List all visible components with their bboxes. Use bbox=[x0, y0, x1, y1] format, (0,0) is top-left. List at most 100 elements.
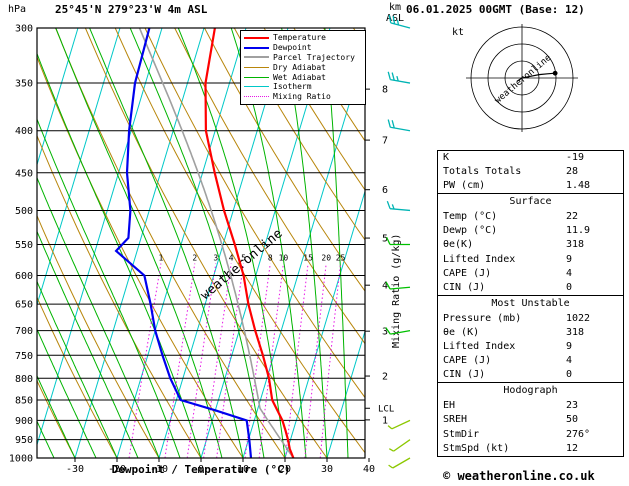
temp-tick-label: 30 bbox=[321, 464, 333, 475]
legend-label: Temperature bbox=[273, 33, 326, 43]
temp-tick-label: -10 bbox=[150, 464, 168, 475]
wind-barb bbox=[388, 457, 411, 469]
wind-barb bbox=[386, 200, 411, 212]
stat-value: 0 bbox=[566, 369, 573, 381]
mixing-ratio-lines bbox=[128, 263, 341, 458]
stat-row-pressure-mb: Pressure (mb) 1022 bbox=[438, 312, 623, 326]
stat-section-header-hodograph: Hodograph bbox=[438, 382, 623, 399]
stat-row-lifted-index: Lifted Index 9 bbox=[438, 253, 623, 267]
stat-value: 11.9 bbox=[566, 225, 591, 237]
storm-motion-dot bbox=[552, 70, 558, 76]
wind-barb bbox=[386, 236, 410, 246]
legend-swatch bbox=[244, 56, 269, 59]
stat-label: Pressure (mb) bbox=[443, 312, 522, 324]
wind-barb bbox=[385, 327, 411, 335]
km-tick-label: 2 bbox=[382, 372, 388, 383]
temp-tick-label: -30 bbox=[66, 464, 84, 475]
stat-label: CAPE (J) bbox=[443, 267, 492, 279]
stat-value: 276° bbox=[566, 428, 591, 440]
temp-tick-label: -20 bbox=[108, 464, 126, 475]
wind-barb bbox=[388, 14, 411, 29]
pressure-tick-label: 750 bbox=[15, 351, 33, 362]
mixing-ratio-value-label: 2 bbox=[192, 253, 197, 262]
stat-label: K bbox=[443, 152, 450, 163]
stat-row-lifted-index: Lifted Index 9 bbox=[438, 340, 623, 354]
km-tick-label: 1 bbox=[382, 415, 388, 426]
wind-barb bbox=[387, 71, 411, 84]
stat-row-cin-j: CIN (J) 0 bbox=[438, 281, 623, 295]
pressure-tick-label: 500 bbox=[15, 206, 33, 217]
mixing-ratio-value-label: 3 bbox=[213, 253, 218, 262]
legend-item-dry-adiabat: Dry Adiabat bbox=[244, 62, 365, 72]
pressure-tick-label: 350 bbox=[15, 79, 33, 90]
lcl-label: LCL bbox=[378, 404, 394, 414]
hodograph-unit-label: kt bbox=[452, 27, 465, 38]
wind-barb bbox=[385, 281, 411, 290]
stat-value: 4 bbox=[566, 355, 573, 367]
stat-label: EH bbox=[443, 400, 456, 412]
stat-value: 12 bbox=[566, 442, 579, 454]
km-tick-label: 4 bbox=[382, 281, 388, 292]
wind-barb bbox=[387, 419, 411, 430]
stat-label: Lifted Index bbox=[443, 341, 516, 353]
stat-label: CAPE (J) bbox=[443, 355, 492, 367]
stat-label: Lifted Index bbox=[443, 253, 516, 265]
stat-section-header-surface: Surface bbox=[438, 193, 623, 210]
run-datetime: 06.01.2025 00GMT (Base: 12) bbox=[406, 3, 585, 16]
stat-value: 28 bbox=[566, 166, 579, 178]
legend-swatch bbox=[244, 36, 269, 39]
parcel-trajectory-line bbox=[138, 28, 295, 458]
legend-item-dewpoint: Dewpoint bbox=[244, 43, 365, 53]
stat-label: PW (cm) bbox=[443, 180, 486, 192]
km-tick-label: 3 bbox=[382, 327, 388, 338]
pressure-tick-label: 700 bbox=[15, 326, 33, 337]
axis-labels: 3003504004505005506006507007508008509009… bbox=[9, 24, 394, 476]
km-tick-label: 8 bbox=[382, 85, 388, 96]
legend-label: Wet Adiabat bbox=[273, 72, 326, 82]
hodograph-plot: weatheronline bbox=[466, 24, 578, 132]
pressure-tick-label: 450 bbox=[15, 168, 33, 179]
pressure-tick-label: 300 bbox=[15, 24, 33, 35]
stat-value: 4 bbox=[566, 267, 573, 279]
mixing-ratio-value-label: 25 bbox=[336, 253, 346, 262]
stat-value: 22 bbox=[566, 211, 579, 223]
pressure-tick-label: 550 bbox=[15, 240, 33, 251]
pressure-axis-unit: hPa bbox=[8, 4, 27, 15]
legend-swatch bbox=[244, 46, 269, 49]
temperature-line bbox=[204, 28, 295, 458]
pressure-tick-label: 850 bbox=[15, 395, 33, 406]
stat-row-cape-j: CAPE (J) 4 bbox=[438, 354, 623, 368]
stat-row-eh: EH 23 bbox=[438, 399, 623, 413]
temp-tick-label: 10 bbox=[237, 464, 249, 475]
stat-value: 9 bbox=[566, 341, 573, 353]
stat-row-stmdir: StmDir 276° bbox=[438, 428, 623, 442]
legend-label: Mixing Ratio bbox=[273, 92, 331, 102]
stat-row-k: K -19 bbox=[438, 151, 623, 165]
stat-value: 50 bbox=[566, 414, 579, 426]
profiles bbox=[114, 28, 295, 458]
legend-item-temperature: Temperature bbox=[244, 33, 365, 43]
stat-label: SREH bbox=[443, 414, 468, 426]
stat-row-cape-j: CAPE (J) 4 bbox=[438, 267, 623, 281]
legend-item-isotherm: Isotherm bbox=[244, 82, 365, 92]
altitude-unit-km: km bbox=[388, 2, 402, 13]
pressure-tick-label: 900 bbox=[15, 416, 33, 427]
mixing-ratio-value-label: 8 bbox=[268, 253, 273, 262]
stats-panel: K -19 Totals Totals 28 PW (cm) 1.48 Surface Tem… bbox=[437, 150, 624, 457]
stat-row-sreh: SREH 50 bbox=[438, 413, 623, 427]
wind-barb bbox=[388, 439, 411, 452]
temp-tick-label: 0 bbox=[198, 464, 204, 475]
stat-row-dewp-c: Dewp (°C) 11.9 bbox=[438, 224, 623, 238]
stat-label: StmDir bbox=[443, 428, 480, 440]
legend-swatch bbox=[244, 76, 269, 78]
km-tick-label: 7 bbox=[382, 136, 388, 147]
mixing-ratio-axis-label: Mixing Ratio (g/kg) bbox=[391, 234, 402, 348]
copyright: © weatheronline.co.uk bbox=[443, 469, 595, 483]
km-tick-label: 6 bbox=[382, 185, 388, 196]
mixing-ratio-value-label: 10 bbox=[279, 253, 289, 262]
temp-tick-label: 20 bbox=[279, 464, 291, 475]
mixing-ratio-value-label: 1 bbox=[159, 253, 164, 262]
legend-label: Parcel Trajectory bbox=[273, 52, 355, 62]
legend: Temperature Dewpoint Parcel Trajectory Dry … bbox=[240, 30, 366, 105]
stat-label: Totals Totals bbox=[443, 166, 522, 178]
